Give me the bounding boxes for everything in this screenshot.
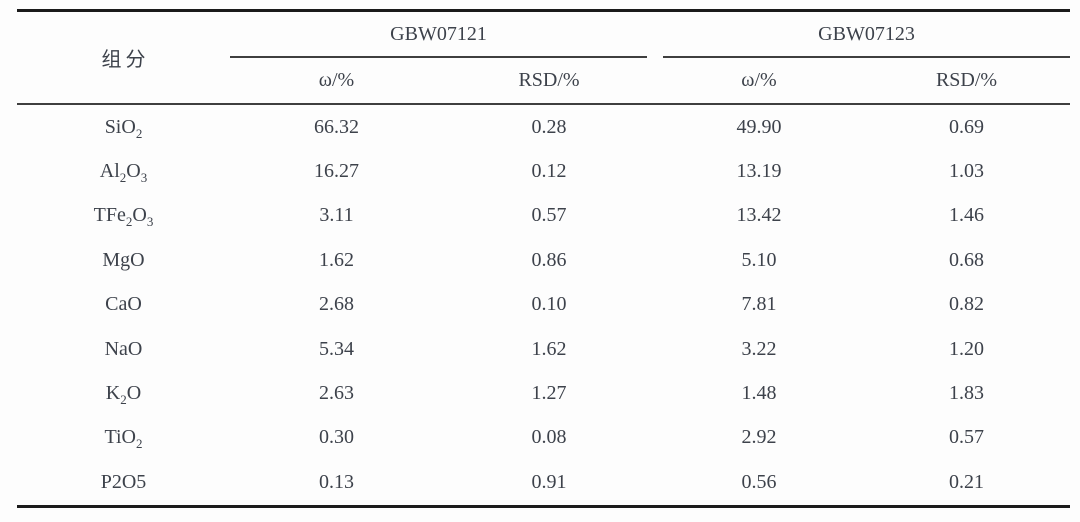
value-cell: 5.10 [741, 248, 777, 271]
formula-subscript: 2 [119, 170, 127, 186]
component-cell: NaO [104, 337, 143, 360]
value-cell: 0.68 [949, 248, 984, 271]
value-cell: 1.27 [531, 382, 567, 405]
group-header-row: 组分 GBW07121 GBW07123 [17, 10, 1070, 105]
value-cell: 0.69 [949, 115, 984, 138]
value-cell: 1.62 [531, 337, 567, 360]
table-row: P2O5 0.13 0.91 0.56 0.21 [17, 460, 1070, 506]
value-cell: 0.13 [319, 470, 354, 493]
subheader-rsd-2: RSD/% [863, 58, 1070, 105]
table-row: MgO 1.62 0.86 5.10 0.68 [17, 238, 1070, 282]
formula-subscript: 2 [125, 214, 133, 230]
table-body: SiO2 66.32 0.28 49.90 0.69 Al2O3 16.27 0.12 13.1… [17, 104, 1070, 506]
value-cell: 2.68 [319, 293, 354, 316]
component-column-header: 组分 [17, 10, 230, 105]
value-cell: 5.34 [319, 337, 354, 360]
composition-table: 组分 GBW07121 GBW07123 ω/% RSD/% ω/% RSD/% [17, 9, 1070, 508]
value-cell: 7.81 [741, 293, 777, 316]
table-row: CaO 2.68 0.10 7.81 0.82 [17, 283, 1070, 327]
component-cell: CaO [105, 293, 142, 316]
group-header-gbw07121: GBW07121 [230, 11, 655, 58]
component-cell: TFe2O3 [93, 204, 154, 230]
value-cell: 2.63 [319, 382, 354, 405]
table-header: 组分 GBW07121 GBW07123 ω/% RSD/% ω/% RSD/% [17, 10, 1070, 105]
value-cell: 3.11 [319, 204, 354, 227]
value-cell: 49.90 [736, 115, 782, 138]
value-cell: 2.92 [741, 426, 777, 449]
value-cell: 0.91 [531, 470, 567, 493]
formula-subscript: 2 [136, 436, 143, 452]
value-cell: 0.57 [531, 204, 567, 227]
value-cell: 0.08 [531, 426, 567, 449]
value-cell: 0.12 [531, 160, 567, 183]
value-cell: 0.86 [531, 248, 567, 271]
value-cell: 1.62 [319, 248, 354, 271]
value-cell: 0.28 [531, 115, 567, 138]
component-cell: P2O5 [100, 470, 147, 493]
table-row: Al2O3 16.27 0.12 13.19 1.03 [17, 149, 1070, 193]
value-cell: 0.21 [949, 470, 984, 493]
value-cell: 1.48 [741, 382, 777, 405]
component-cell: MgO [102, 248, 145, 271]
value-cell: 1.03 [949, 160, 984, 183]
group-label: GBW07123 [818, 22, 915, 45]
value-cell: 0.82 [949, 293, 984, 316]
value-cell: 0.10 [531, 293, 567, 316]
component-cell: SiO2 [104, 115, 143, 141]
component-cell: TiO2 [104, 426, 143, 452]
subheader-omega-2: ω/% [655, 58, 863, 105]
formula-subscript: 2 [135, 125, 143, 141]
subheader-omega-1: ω/% [230, 58, 443, 105]
value-cell: 13.19 [736, 160, 782, 183]
formula-subscript: 3 [140, 170, 148, 186]
value-cell: 1.46 [949, 204, 984, 227]
table-row: NaO 5.34 1.62 3.22 1.20 [17, 327, 1070, 371]
value-cell: 1.83 [949, 382, 984, 405]
value-cell: 0.56 [741, 470, 777, 493]
value-cell: 66.32 [314, 115, 359, 138]
component-cell: K2O [105, 382, 142, 408]
value-cell: 0.57 [949, 426, 984, 449]
subheader-rsd-1: RSD/% [443, 58, 655, 105]
table-row: K2O 2.63 1.27 1.48 1.83 [17, 371, 1070, 415]
group-label: GBW07121 [390, 22, 487, 45]
table-row: SiO2 66.32 0.28 49.90 0.69 [17, 104, 1070, 149]
value-cell: 3.22 [741, 337, 777, 360]
group-header-gbw07123-underline: GBW07123 [663, 12, 1070, 58]
table-row: TFe2O3 3.11 0.57 13.42 1.46 [17, 194, 1070, 238]
subheader-row: ω/% RSD/% ω/% RSD/% [17, 58, 1070, 105]
group-header-gbw07121-underline: GBW07121 [230, 12, 647, 58]
value-cell: 1.20 [949, 337, 984, 360]
formula-subscript: 3 [146, 214, 154, 230]
value-cell: 0.30 [319, 426, 354, 449]
value-cell: 16.27 [314, 160, 359, 183]
group-header-gbw07123: GBW07123 [655, 11, 1070, 58]
table-row: TiO2 0.30 0.08 2.92 0.57 [17, 416, 1070, 460]
formula-subscript: 2 [120, 392, 127, 408]
component-cell: Al2O3 [99, 160, 148, 186]
value-cell: 13.42 [736, 204, 782, 227]
